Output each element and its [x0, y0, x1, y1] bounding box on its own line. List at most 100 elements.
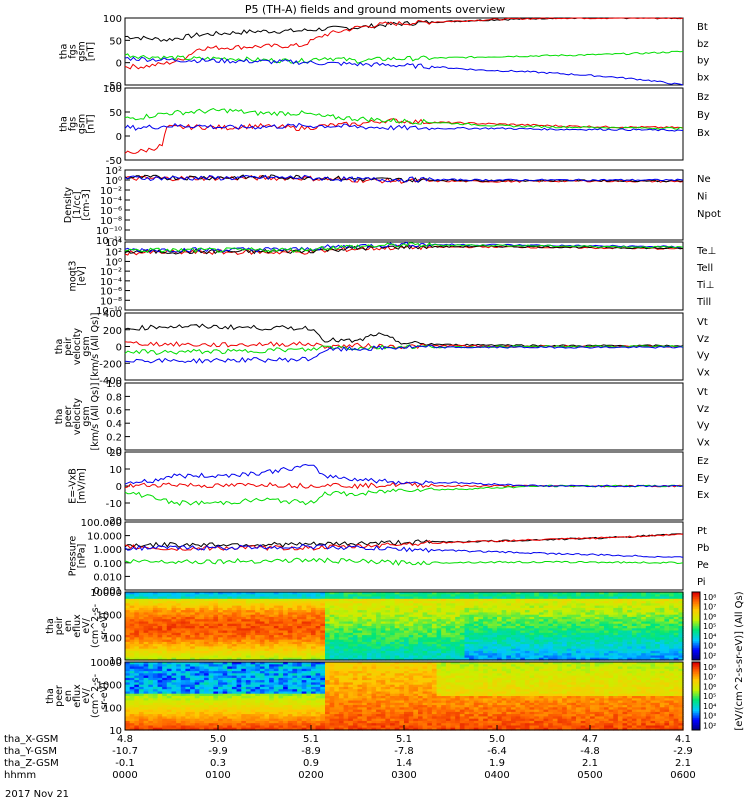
heatmap-cell-10 — [171, 671, 177, 674]
heatmap-cell-9 — [306, 612, 312, 616]
heatmap-cell-9 — [297, 639, 303, 643]
heatmap-cell-9 — [497, 650, 503, 654]
heatmap-cell-9 — [241, 603, 247, 607]
heatmap-cell-9 — [255, 653, 261, 657]
heatmap-cell-9 — [352, 632, 359, 636]
heatmap-cell-10 — [245, 714, 252, 717]
heatmap-cell-9 — [655, 644, 661, 647]
heatmap-cell-9 — [594, 630, 600, 634]
heatmap-cell-9 — [380, 639, 387, 643]
colorbar-segment-9 — [692, 629, 700, 632]
heatmap-cell-9 — [273, 632, 280, 636]
heatmap-cell-10 — [231, 720, 238, 724]
heatmap-cell-9 — [185, 626, 191, 629]
heatmap-cell-9 — [464, 626, 470, 629]
heatmap-cell-9 — [143, 641, 149, 645]
heatmap-cell-9 — [552, 632, 559, 636]
heatmap-cell-10 — [143, 700, 149, 704]
heatmap-cell-9 — [213, 648, 219, 652]
heatmap-cell-9 — [399, 614, 405, 618]
heatmap-cell-9 — [497, 648, 503, 652]
heatmap-cell-9 — [487, 626, 493, 629]
ylabel-3-0: Density — [63, 187, 74, 223]
heatmap-cell-10 — [259, 718, 266, 722]
heatmap-cell-10 — [236, 680, 242, 683]
heatmap-cell-9 — [506, 596, 512, 600]
heatmap-cell-10 — [185, 673, 191, 677]
heatmap-cell-10 — [143, 684, 149, 688]
heatmap-cell-9 — [259, 612, 266, 616]
heatmap-cell-10 — [185, 725, 191, 729]
heatmap-cell-10 — [278, 691, 284, 695]
heatmap-cell-9 — [473, 601, 480, 604]
heatmap-cell-9 — [431, 594, 438, 598]
heatmap-cell-9 — [515, 601, 521, 604]
heatmap-cell-9 — [259, 626, 266, 629]
ylabel-1-1: fgs — [68, 44, 79, 58]
heatmap-cell-9 — [259, 644, 266, 647]
heatmap-cell-9 — [138, 603, 145, 607]
heatmap-cell-9 — [673, 594, 679, 598]
heatmap-cell-10 — [152, 720, 159, 724]
heatmap-cell-9 — [664, 601, 670, 604]
heatmap-cell-10 — [152, 691, 159, 695]
heatmap-cell-10 — [208, 718, 214, 722]
heatmap-cell-10 — [255, 668, 261, 672]
heatmap-cell-9 — [287, 630, 294, 634]
heatmap-cell-10 — [176, 711, 182, 715]
heatmap-cell-10 — [199, 714, 205, 717]
ylabel-5-0: tha — [54, 339, 65, 355]
heatmap-cell-9 — [524, 655, 531, 659]
heatmap-cell-9 — [511, 655, 517, 659]
heatmap-cell-9 — [622, 612, 628, 616]
colorbar-segment-9 — [692, 600, 700, 603]
heatmap-cell-9 — [436, 610, 442, 613]
heatmap-cell-9 — [534, 626, 540, 629]
heatmap-cell-9 — [143, 646, 149, 650]
heatmap-cell-9 — [273, 657, 280, 661]
heatmap-cell-9 — [594, 598, 600, 602]
heatmap-cell-9 — [408, 614, 414, 618]
heatmap-cell-9 — [125, 607, 131, 611]
heatmap-cell-9 — [190, 628, 196, 632]
heatmap-cell-9 — [557, 616, 563, 620]
heatmap-cell-9 — [604, 653, 610, 657]
heatmap-cell-9 — [208, 616, 214, 620]
heatmap-cell-9 — [390, 592, 396, 595]
heatmap-cell-9 — [515, 610, 521, 613]
heatmap-cell-9 — [613, 650, 619, 654]
heatmap-cell-9 — [148, 623, 154, 627]
heatmap-cell-9 — [534, 594, 540, 598]
heatmap-cell-9 — [222, 612, 228, 616]
heatmap-cell-9 — [362, 621, 368, 625]
heatmap-cell-9 — [408, 644, 414, 647]
heatmap-cell-9 — [473, 626, 480, 629]
heatmap-cell-10 — [250, 718, 256, 722]
colorbar-tick-9-5: 10³ — [703, 642, 716, 651]
heatmap-cell-9 — [455, 603, 461, 607]
heatmap-cell-9 — [245, 610, 252, 613]
heatmap-cell-9 — [515, 646, 521, 650]
heatmap-cell-9 — [483, 637, 489, 641]
heatmap-cell-10 — [194, 718, 201, 722]
heatmap-cell-10 — [273, 727, 280, 731]
heatmap-cell-9 — [152, 623, 159, 627]
heatmap-cell-9 — [497, 598, 503, 602]
heatmap-cell-9 — [125, 605, 131, 609]
heatmap-cell-9 — [390, 655, 396, 659]
heatmap-cell-9 — [152, 626, 159, 629]
heatmap-cell-9 — [357, 648, 363, 652]
heatmap-cell-10 — [148, 686, 154, 690]
heatmap-cell-10 — [208, 720, 214, 724]
heatmap-cell-10 — [287, 711, 294, 715]
heatmap-cell-9 — [143, 648, 149, 652]
heatmap-cell-9 — [552, 630, 559, 634]
heatmap-cell-9 — [227, 616, 233, 620]
heatmap-cell-9 — [143, 598, 149, 602]
heatmap-cell-9 — [301, 616, 307, 620]
heatmap-cell-9 — [222, 650, 228, 654]
heatmap-cell-9 — [506, 644, 512, 647]
heatmap-cell-9 — [301, 632, 307, 636]
heatmap-cell-9 — [376, 596, 382, 600]
heatmap-cell-9 — [571, 646, 577, 650]
